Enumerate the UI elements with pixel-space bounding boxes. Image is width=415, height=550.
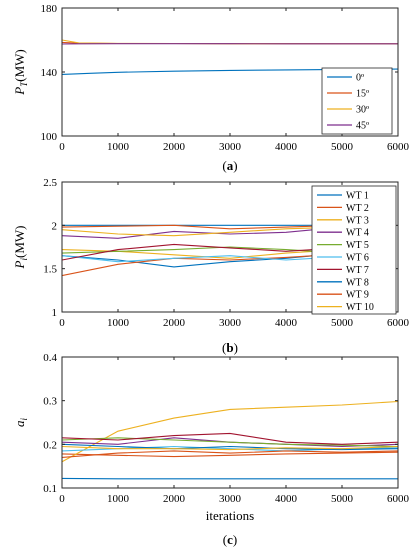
y-axis-label-sub: i: [19, 418, 29, 421]
x-tick-label: 4000: [275, 317, 298, 329]
series-line: [62, 445, 398, 451]
legend-entry: WT 3: [346, 215, 369, 226]
x-tick-label: 2000: [163, 493, 186, 505]
x-tick-label: 3000: [219, 317, 242, 329]
legend-entry: WT 1: [346, 191, 369, 202]
y-axis-label: Pi(MW): [12, 226, 29, 270]
y-tick-label: 0.3: [43, 396, 57, 408]
x-tick-label: 2000: [163, 141, 186, 153]
y-tick-label: 140: [41, 67, 58, 79]
series-group: [62, 400, 398, 480]
y-tick-label: 0.2: [43, 439, 57, 451]
y-tick-label: 1.5: [43, 264, 57, 276]
panel-label-close: ): [233, 532, 237, 547]
x-tick-label: 0: [59, 141, 65, 153]
x-tick-label: 1000: [107, 141, 130, 153]
y-tick-label: 0.1: [43, 483, 57, 495]
series-line: [62, 443, 398, 451]
x-tick-label: 6000: [387, 141, 410, 153]
x-tick-label: 6000: [387, 493, 410, 505]
legend-entry: WT 9: [346, 290, 369, 301]
panel-label-letter: a: [227, 158, 234, 173]
y-tick-label: 2: [52, 220, 58, 232]
panel-label-letter: c: [227, 532, 233, 547]
x-tick-label: 5000: [331, 493, 354, 505]
y-axis-label-unit: (MW): [12, 49, 27, 82]
x-tick-label: 4000: [275, 141, 298, 153]
x-axis-label: iterations: [206, 508, 254, 523]
panel-label-open: (: [223, 532, 227, 547]
legend-entry: WT 2: [346, 203, 369, 214]
x-tick-label: 3000: [219, 493, 242, 505]
legend-entry: WT 10: [346, 302, 374, 313]
y-axis-label-sub: i: [19, 258, 29, 261]
panel-label-open: (: [222, 158, 226, 173]
chart-panel-2: 0 1000 2000 3000 4000 5000 600011.522.5Pi(MW)(…: [12, 177, 410, 355]
series-line: [62, 255, 315, 268]
y-axis-label-sub: T: [19, 81, 29, 87]
series-line: [62, 227, 315, 237]
chart-panel-3: 0 1000 2000 3000 4000 5000 60000.10.20.30.4aii…: [12, 352, 410, 547]
y-tick-label: 2.5: [43, 177, 57, 189]
x-tick-label: 1000: [107, 493, 130, 505]
panel-label-close: ): [234, 340, 238, 355]
x-tick-label: 3000: [219, 141, 242, 153]
series-line: [62, 400, 398, 463]
x-tick-label: 2000: [163, 317, 186, 329]
legend: WT 1WT 2WT 3 WT 4WT 5 WT 6WT 7WT 8 WT 9WT 1…: [311, 185, 397, 315]
y-tick-label: 180: [41, 3, 58, 15]
panel-label: (c): [223, 532, 237, 547]
panel-label-close: ): [233, 158, 237, 173]
legend-entry: 0º: [356, 73, 364, 84]
legend-entry: 45º: [356, 121, 369, 132]
series-line: [62, 450, 398, 458]
y-axis-label: PT(MW): [12, 49, 29, 95]
legend-entry: 30º: [356, 105, 369, 116]
legend: 0º 15º 30º 45º: [321, 67, 393, 135]
panel-label-open: (: [222, 340, 226, 355]
series-line: [62, 243, 315, 261]
panel-label: (a): [222, 158, 237, 173]
x-tick-label: 1000: [107, 317, 130, 329]
legend-entry: WT 6: [346, 253, 369, 264]
y-axis-label: ai: [12, 418, 29, 428]
y-axis-label-main: a: [12, 420, 27, 427]
y-axis-label-unit: (MW): [12, 226, 27, 259]
y-tick-label: 100: [41, 131, 58, 143]
legend-entry: WT 7: [346, 265, 369, 276]
panel-label-letter: b: [226, 340, 233, 355]
y-tick-label: 1: [52, 307, 58, 319]
x-tick-label: 0: [59, 493, 65, 505]
y-tick-label: 0.4: [43, 352, 57, 364]
series-line: [62, 255, 315, 277]
legend-box: [321, 67, 393, 135]
panel-label: (b): [222, 340, 238, 355]
series-line: [62, 255, 315, 263]
y-axis-label-main: P: [12, 260, 27, 269]
legend-entry: WT 4: [346, 228, 369, 239]
series-line: [62, 437, 398, 448]
x-tick-label: 0: [59, 317, 65, 329]
legend-entry: WT 5: [346, 240, 369, 251]
x-tick-label: 5000: [331, 141, 354, 153]
x-tick-label: 6000: [387, 317, 410, 329]
series-line: [62, 224, 315, 230]
legend-entry: 15º: [356, 89, 369, 100]
x-tick-label: 5000: [331, 317, 354, 329]
series-group: [62, 224, 315, 277]
legend-entry: WT 8: [346, 277, 369, 288]
series-line: [62, 246, 315, 254]
chart-panel-1: 0 1000 2000 3000 4000 5000 6000 100 140 180 PT(MW)…: [12, 3, 410, 173]
y-axis-label-main: P: [12, 87, 27, 96]
series-line: [62, 451, 398, 458]
series-line: [62, 229, 315, 239]
x-tick-label: 4000: [275, 493, 298, 505]
series-line: [62, 432, 398, 445]
plot-frame: [61, 356, 399, 489]
